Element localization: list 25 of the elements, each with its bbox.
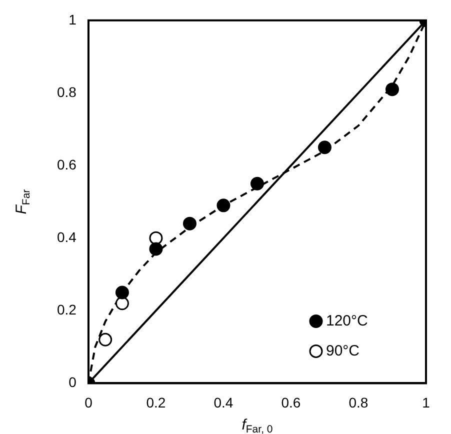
legend-label: 120°C <box>326 312 368 330</box>
point <box>98 332 112 346</box>
point <box>250 176 264 190</box>
x-tick-label: 0.4 <box>214 394 234 410</box>
point <box>182 216 196 230</box>
x-tick-label: 0 <box>84 394 93 410</box>
point <box>385 82 399 96</box>
point <box>216 198 230 212</box>
y-tick-label: 0 <box>68 374 77 390</box>
x-tick-label: 1 <box>422 394 430 410</box>
x-tick-label: 0.8 <box>348 394 368 410</box>
x-tick-label: 0.6 <box>281 394 301 410</box>
y-tick-label: 0.2 <box>56 302 77 318</box>
point <box>149 242 163 256</box>
point <box>115 296 129 310</box>
y-tick-label: 1 <box>68 11 77 28</box>
y-tick-label: 0.4 <box>56 228 77 245</box>
y-tick-label: 0.6 <box>56 156 77 172</box>
point <box>318 140 332 154</box>
y-tick-label: 0.8 <box>56 84 77 100</box>
point <box>149 231 163 245</box>
point <box>115 286 129 300</box>
x-tick-label: 0.2 <box>146 394 166 410</box>
legend-label: 90°C <box>326 342 360 360</box>
y-axis-title: FFar <box>13 188 32 214</box>
